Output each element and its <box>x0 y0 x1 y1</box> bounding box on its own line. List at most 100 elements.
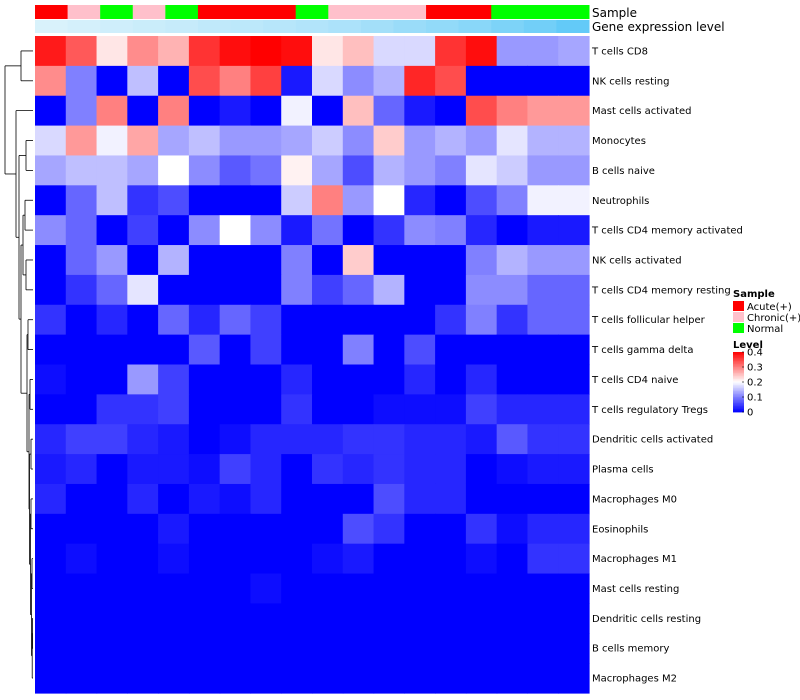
legend-item-label: Chronic(+) <box>747 313 800 324</box>
heatmap-cell <box>404 663 436 694</box>
heatmap-cell <box>65 513 98 545</box>
heatmap-cell <box>373 603 405 634</box>
expression-annotation-cell <box>35 20 69 33</box>
heatmap-cell <box>158 424 190 455</box>
heatmap-cell <box>435 245 467 276</box>
sample-annotation-cell <box>393 5 427 19</box>
heatmap-cell <box>312 304 344 336</box>
heatmap-cell <box>342 185 375 216</box>
heatmap-cell <box>312 36 344 67</box>
heatmap-cell <box>465 334 498 366</box>
heatmap-cell <box>65 663 98 694</box>
heatmap-cell <box>435 573 467 605</box>
heatmap-cell <box>127 36 159 67</box>
heatmap-cell <box>312 573 344 605</box>
heatmap-cell <box>404 304 436 336</box>
heatmap-cell <box>65 304 98 336</box>
heatmap-cell <box>404 454 436 485</box>
legend-gradient-step <box>733 400 744 402</box>
heatmap-cell <box>96 185 128 216</box>
heatmap-cell <box>65 633 98 664</box>
heatmap-cell <box>127 274 159 306</box>
heatmap-cell <box>312 334 344 366</box>
heatmap-cell <box>96 454 128 485</box>
heatmap-cell <box>342 633 375 664</box>
heatmap-cell <box>188 454 221 485</box>
heatmap-cell <box>35 155 67 186</box>
heatmap-cell <box>158 125 190 157</box>
heatmap-cell <box>188 95 221 127</box>
heatmap-cell <box>96 95 128 127</box>
heatmap-cell <box>465 245 498 276</box>
heatmap-cell <box>496 364 529 395</box>
heatmap-cell <box>219 513 252 545</box>
heatmap-cell <box>465 573 498 605</box>
sample-annotation-cell <box>197 5 232 19</box>
heatmap-cell <box>250 334 282 366</box>
sample-annotation-cell <box>165 5 199 19</box>
heatmap-cell <box>96 304 128 336</box>
expression-annotation-cell <box>100 20 134 33</box>
legend-gradient-step <box>733 398 744 401</box>
heatmap-cell <box>312 364 344 395</box>
heatmap-cell <box>465 304 498 336</box>
heatmap-cell <box>342 513 375 545</box>
heatmap-cell <box>188 633 221 664</box>
heatmap-cell <box>35 304 67 336</box>
heatmap-cell <box>404 483 436 515</box>
heatmap-cell <box>558 573 590 605</box>
heatmap-cell <box>558 394 590 425</box>
heatmap-cell <box>219 304 252 336</box>
heatmap-cell <box>188 304 221 336</box>
heatmap-cell <box>250 573 282 605</box>
heatmap-cell <box>527 603 559 634</box>
expression-annotation-cell <box>67 20 101 33</box>
heatmap-cell <box>435 95 467 127</box>
row-label: T cells gamma delta <box>591 345 693 356</box>
row-label: Mast cells resting <box>592 584 679 595</box>
heatmap-cell <box>188 603 221 634</box>
heatmap-cell <box>281 95 313 127</box>
heatmap-cell <box>373 483 405 515</box>
heatmap-cell <box>342 394 375 425</box>
heatmap-cell <box>127 334 159 366</box>
heatmap-cell <box>465 543 498 575</box>
heatmap-cells <box>35 36 590 694</box>
heatmap-cell <box>404 215 436 246</box>
heatmap-cell <box>250 95 282 127</box>
heatmap-cell <box>188 543 221 575</box>
heatmap-cell <box>558 304 590 336</box>
heatmap-cell <box>312 125 344 157</box>
heatmap-cell <box>496 36 529 67</box>
heatmap-cell <box>65 185 98 216</box>
heatmap-cell <box>558 513 590 545</box>
heatmap-cell <box>312 274 344 306</box>
heatmap-cell <box>35 394 67 425</box>
sample-annotation-cell <box>132 5 166 19</box>
heatmap-cell <box>250 513 282 545</box>
heatmap-cell <box>496 334 529 366</box>
heatmap-cell <box>496 155 529 186</box>
heatmap-cell <box>404 424 436 455</box>
heatmap-cell <box>65 543 98 575</box>
heatmap-cell <box>496 394 529 425</box>
heatmap-cell <box>527 155 559 186</box>
heatmap-cell <box>342 483 375 515</box>
heatmap-cell <box>250 663 282 694</box>
expression-annotation-cell <box>295 20 329 33</box>
heatmap-cell <box>435 36 467 67</box>
sample-annotation-cell <box>67 5 101 19</box>
legend-tick-label: 0.3 <box>747 363 763 374</box>
expression-annotation-cell <box>230 20 264 33</box>
legend-gradient-step <box>733 388 744 390</box>
heatmap-cell <box>127 65 159 97</box>
heatmap-cell <box>188 334 221 366</box>
heatmap-cell <box>558 274 590 306</box>
heatmap-cell <box>496 663 529 694</box>
row-label: Monocytes <box>592 136 646 147</box>
heatmap-cell <box>404 334 436 366</box>
legend-gradient-step <box>733 379 744 381</box>
heatmap-cell <box>435 394 467 425</box>
heatmap-cell <box>312 663 344 694</box>
